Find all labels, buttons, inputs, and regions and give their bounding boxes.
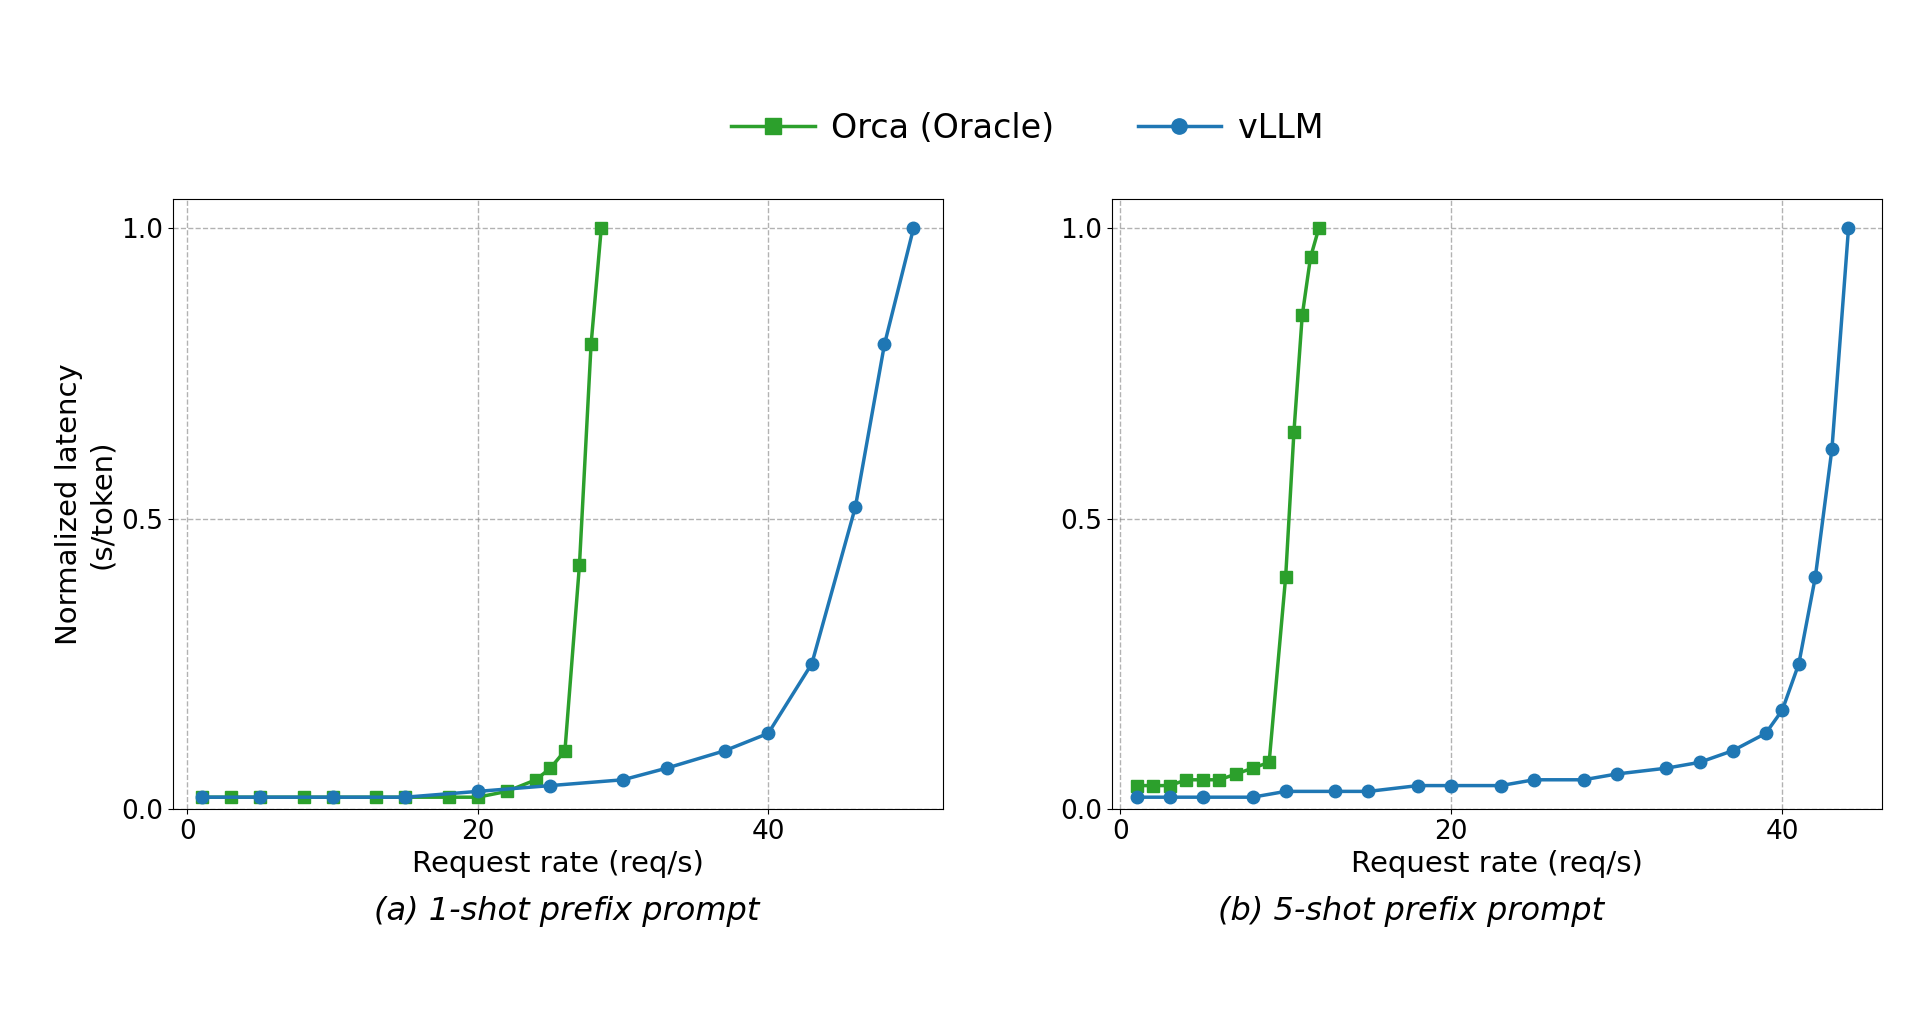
Legend: Orca (Oracle), vLLM: Orca (Oracle), vLLM [718,98,1336,158]
Y-axis label: Normalized latency
(s/token): Normalized latency (s/token) [56,363,115,645]
X-axis label: Request rate (req/s): Request rate (req/s) [1352,850,1644,879]
Text: (a) 1-shot prefix prompt: (a) 1-shot prefix prompt [374,896,758,927]
X-axis label: Request rate (req/s): Request rate (req/s) [411,850,703,879]
Text: (b) 5-shot prefix prompt: (b) 5-shot prefix prompt [1217,896,1605,927]
